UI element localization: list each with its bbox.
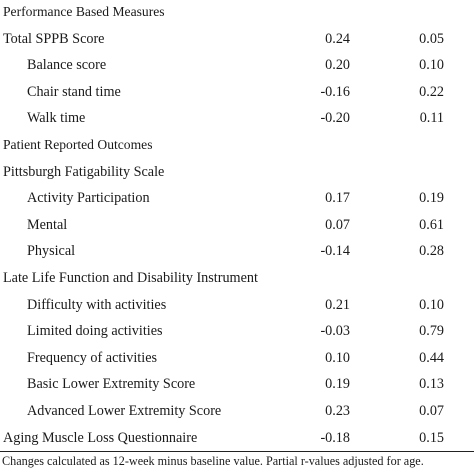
partial-r-value: -0.14: [320, 243, 350, 260]
row-label: Difficulty with activities: [27, 296, 167, 313]
partial-r-value: 0.20: [325, 57, 350, 74]
p-value: 0.79: [419, 323, 444, 340]
p-value: 0.19: [419, 190, 444, 207]
p-value: 0.28: [419, 243, 444, 260]
row-label: Performance Based Measures: [3, 4, 165, 19]
partial-r-value: 0.07: [325, 216, 350, 233]
p-value: 0.10: [419, 57, 444, 74]
p-value: 0.15: [419, 429, 444, 446]
partial-r-value: -0.16: [320, 83, 350, 100]
row-label: Aging Muscle Loss Questionnaire: [3, 429, 198, 446]
table-row: Walk time -0.20 0.11: [0, 105, 474, 132]
partial-r-value: 0.10: [325, 349, 350, 366]
table-row: Basic Lower Extremity Score 0.19 0.13: [0, 371, 474, 398]
table-row: Advanced Lower Extremity Score 0.23 0.07: [0, 398, 474, 425]
row-label: Balance score: [27, 57, 107, 74]
partial-r-value: 0.21: [325, 296, 350, 313]
row-label: Frequency of activities: [27, 349, 158, 366]
partial-r-value: 0.19: [325, 376, 350, 393]
table-row: Difficulty with activities 0.21 0.10: [0, 292, 474, 319]
table-bottom-rule: [0, 451, 474, 452]
row-label: Physical: [27, 243, 76, 260]
table-row: Limited doing activities -0.03 0.79: [0, 318, 474, 345]
p-value: 0.11: [419, 110, 444, 127]
partial-r-value: -0.18: [320, 429, 350, 446]
row-label: Limited doing activities: [27, 323, 163, 340]
p-value: 0.44: [419, 349, 444, 366]
table-row: Total SPPB Score 0.24 0.05: [0, 26, 474, 53]
partial-r-value: -0.20: [320, 110, 350, 127]
p-value: 0.13: [419, 376, 444, 393]
row-label: Advanced Lower Extremity Score: [27, 402, 222, 419]
table-row: Patient Reported Outcomes: [0, 132, 474, 159]
row-label: Late Life Function and Disability Instru…: [3, 269, 258, 286]
table-row: Physical -0.14 0.28: [0, 238, 474, 265]
table-footnote: Changes calculated as 12-week minus base…: [2, 454, 424, 468]
partial-r-value: -0.03: [320, 323, 350, 340]
table-row: Performance Based Measures: [0, 0, 474, 26]
table-row: Late Life Function and Disability Instru…: [0, 265, 474, 292]
p-value: 0.22: [419, 83, 444, 100]
row-label: Basic Lower Extremity Score: [27, 376, 196, 393]
results-table: Performance Based Measures Total SPPB Sco…: [0, 0, 474, 452]
table-row: Mental 0.07 0.61: [0, 212, 474, 239]
partial-r-value: 0.17: [325, 190, 350, 207]
row-label: Chair stand time: [27, 83, 121, 100]
table-row: Balance score 0.20 0.10: [0, 52, 474, 79]
p-value: 0.05: [419, 30, 444, 47]
row-label: Pittsburgh Fatigability Scale: [3, 163, 165, 180]
p-value: 0.10: [419, 296, 444, 313]
partial-r-value: 0.23: [325, 402, 350, 419]
table-row: Frequency of activities 0.10 0.44: [0, 345, 474, 372]
p-value: 0.07: [419, 402, 444, 419]
row-label: Total SPPB Score: [3, 30, 105, 47]
table-row: Pittsburgh Fatigability Scale: [0, 159, 474, 186]
row-label: Patient Reported Outcomes: [3, 136, 153, 152]
row-label: Walk time: [27, 110, 86, 127]
partial-r-value: 0.24: [325, 30, 350, 47]
p-value: 0.61: [419, 216, 444, 233]
row-label: Mental: [27, 216, 68, 233]
table-row: Aging Muscle Loss Questionnaire -0.18 0.15: [0, 425, 474, 452]
row-label: Activity Participation: [27, 190, 150, 207]
table-row: Activity Participation 0.17 0.19: [0, 185, 474, 212]
table-row: Chair stand time -0.16 0.22: [0, 79, 474, 106]
